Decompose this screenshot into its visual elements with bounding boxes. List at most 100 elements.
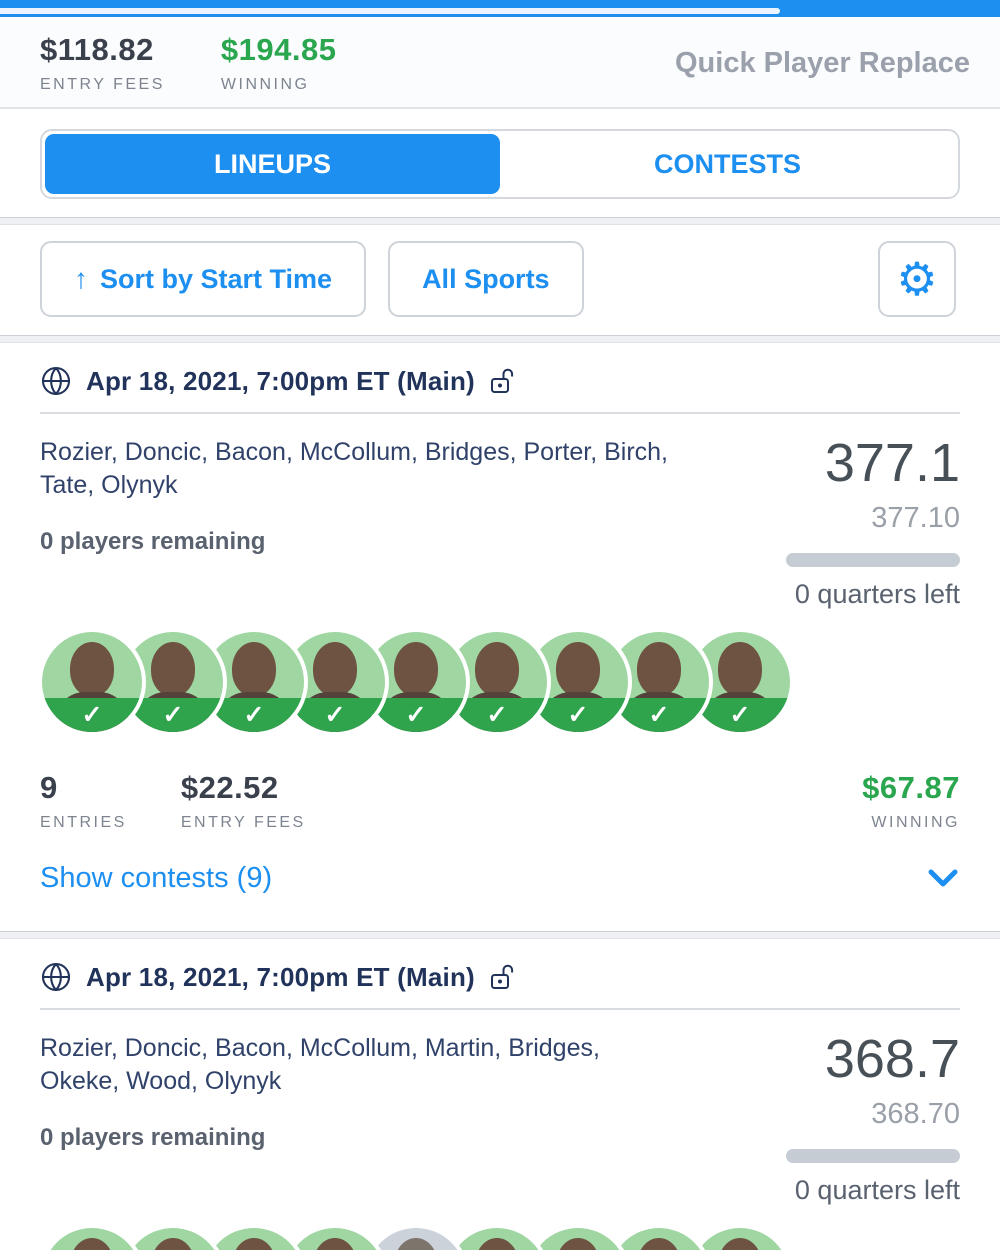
lineup-card-2: Apr 18, 2021, 7:00pm ET (Main) Rozier, D… xyxy=(0,939,1000,1250)
player-names-column: Rozier, Doncic, Bacon, McCollum, Bridges… xyxy=(40,436,730,610)
lineup-score: 377.1 xyxy=(824,433,960,493)
check-band: ✓ xyxy=(42,698,142,732)
player-avatar[interactable]: ✓ xyxy=(366,1228,466,1250)
winning-label: WINNING xyxy=(871,814,960,831)
quarters-progress-bar xyxy=(786,553,960,567)
player-names-line2: Tate, Olynyk xyxy=(40,471,178,499)
sort-ascending-icon: ↑ xyxy=(74,263,88,294)
player-avatar[interactable]: ✓ xyxy=(609,1228,709,1250)
winning-value: $67.87 xyxy=(862,770,960,805)
page-load-progress xyxy=(0,8,780,14)
lineup-score-exact: 368.70 xyxy=(871,1098,960,1130)
winning-stat: $67.87 WINNING xyxy=(862,770,960,832)
entries-stat: 9 ENTRIES xyxy=(40,770,127,832)
player-photo xyxy=(690,1228,790,1250)
lineup-score-exact: 377.10 xyxy=(871,502,960,534)
chevron-down-icon[interactable] xyxy=(926,868,960,890)
gear-icon: ⚙ xyxy=(896,253,938,305)
player-avatar[interactable]: ✓ xyxy=(690,1228,790,1250)
basketball-icon xyxy=(41,962,71,992)
player-photo xyxy=(447,1228,547,1250)
player-photo xyxy=(528,1228,628,1250)
lineup-card-header[interactable]: Apr 18, 2021, 7:00pm ET (Main) xyxy=(40,361,960,397)
player-avatar[interactable]: ✓ xyxy=(123,632,223,732)
basketball-icon xyxy=(41,366,71,396)
slate-title: Apr 18, 2021, 7:00pm ET (Main) xyxy=(86,365,475,396)
player-photo xyxy=(609,1228,709,1250)
total-winning: $194.85 WINNING xyxy=(221,32,337,94)
player-avatar[interactable]: ✓ xyxy=(690,632,790,732)
score-column: 368.7 368.70 0 quarters left xyxy=(730,1032,960,1206)
quarters-progress-bar xyxy=(786,1149,960,1163)
check-icon: ✓ xyxy=(243,700,265,729)
check-icon: ✓ xyxy=(648,700,670,729)
tab-lineups[interactable]: LINEUPS xyxy=(45,134,500,194)
sort-by-start-time-button[interactable]: ↑ Sort by Start Time xyxy=(40,241,367,317)
winning-label: WINNING xyxy=(220,76,310,93)
check-icon: ✓ xyxy=(486,700,508,729)
show-contests-link[interactable]: Show contests (9) xyxy=(40,862,273,894)
player-names-line1: Rozier, Doncic, Bacon, McCollum, Martin,… xyxy=(40,1034,600,1062)
tabs-section: LINEUPS CONTESTS xyxy=(0,109,1000,217)
quarters-left: 0 quarters left xyxy=(794,1175,960,1205)
unlocked-icon xyxy=(490,964,514,989)
lineup-summary-row: Rozier, Doncic, Bacon, McCollum, Martin,… xyxy=(40,1032,960,1206)
player-avatar[interactable]: ✓ xyxy=(42,1228,142,1250)
card-divider xyxy=(40,412,960,414)
filter-row: ↑ Sort by Start Time All Sports ⚙ xyxy=(0,225,1000,335)
check-icon: ✓ xyxy=(729,700,751,729)
check-icon: ✓ xyxy=(405,700,427,729)
tab-contests[interactable]: CONTESTS xyxy=(653,148,801,179)
player-names-column: Rozier, Doncic, Bacon, McCollum, Martin,… xyxy=(40,1032,730,1206)
check-icon: ✓ xyxy=(567,700,589,729)
entry-fees-value: $22.52 xyxy=(180,770,279,805)
card-divider xyxy=(40,1008,960,1010)
player-names-line1: Rozier, Doncic, Bacon, McCollum, Bridges… xyxy=(40,438,669,466)
lineup-stats-row: 9 ENTRIES $22.52 ENTRY FEES $67.87 WINNI… xyxy=(40,770,960,832)
player-avatar[interactable]: ✓ xyxy=(285,1228,385,1250)
entries-value: 9 xyxy=(40,770,58,805)
status-bar xyxy=(0,0,1000,17)
player-photo xyxy=(366,1228,466,1250)
player-photo xyxy=(204,1228,304,1250)
entry-fees-label: ENTRY FEES xyxy=(40,76,165,93)
player-photo xyxy=(123,1228,223,1250)
player-photo xyxy=(42,1228,142,1250)
quick-player-replace-button[interactable]: Quick Player Replace xyxy=(675,46,970,79)
player-avatar[interactable]: ✓ xyxy=(528,1228,628,1250)
player-avatar[interactable]: ✓ xyxy=(42,632,142,732)
player-avatar-row: ✓ ✓ ✓ ✓ ✓ xyxy=(40,632,960,734)
quarters-left: 0 quarters left xyxy=(794,579,960,609)
section-divider xyxy=(0,335,1000,343)
lineup-score: 368.7 xyxy=(824,1029,960,1089)
player-avatar[interactable]: ✓ xyxy=(447,1228,547,1250)
players-remaining: 0 players remaining xyxy=(40,1124,266,1151)
total-entry-fees: $118.82 ENTRY FEES xyxy=(40,32,165,94)
section-divider xyxy=(0,217,1000,225)
summary-header: $118.82 ENTRY FEES $194.85 WINNING Quick… xyxy=(0,17,1000,109)
score-column: 377.1 377.10 0 quarters left xyxy=(730,436,960,610)
entries-label: ENTRIES xyxy=(40,814,127,831)
section-divider xyxy=(0,931,1000,939)
tab-control: LINEUPS CONTESTS xyxy=(40,129,960,199)
show-contests-row: Show contests (9) xyxy=(40,862,960,931)
player-avatar[interactable]: ✓ xyxy=(123,1228,223,1250)
check-icon: ✓ xyxy=(81,700,103,729)
all-sports-label: All Sports xyxy=(422,263,550,294)
winning-value: $194.85 xyxy=(220,32,337,67)
slate-title: Apr 18, 2021, 7:00pm ET (Main) xyxy=(86,961,475,992)
unlocked-icon xyxy=(490,368,514,393)
player-photo xyxy=(285,1228,385,1250)
sort-button-label: Sort by Start Time xyxy=(100,263,333,294)
players-remaining: 0 players remaining xyxy=(40,528,266,555)
entry-fees-stat: $22.52 ENTRY FEES xyxy=(181,770,306,832)
entry-fees-label: ENTRY FEES xyxy=(180,814,306,831)
player-names-line2: Okeke, Wood, Olynyk xyxy=(40,1067,282,1095)
all-sports-button[interactable]: All Sports xyxy=(388,241,584,317)
lineup-card-header[interactable]: Apr 18, 2021, 7:00pm ET (Main) xyxy=(40,957,960,993)
settings-button[interactable]: ⚙ xyxy=(878,241,956,317)
check-icon: ✓ xyxy=(324,700,346,729)
player-avatar[interactable]: ✓ xyxy=(204,1228,304,1250)
lineup-summary-row: Rozier, Doncic, Bacon, McCollum, Bridges… xyxy=(40,436,960,610)
